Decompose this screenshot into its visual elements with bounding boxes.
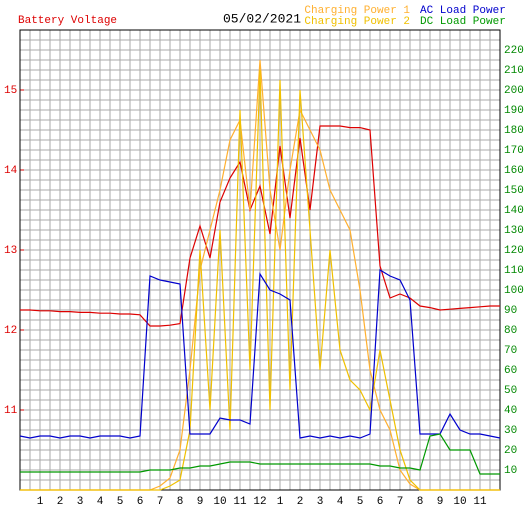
y2-tick-label: 40 (504, 405, 517, 417)
y2-tick-label: 70 (504, 345, 517, 357)
x-tick-label: 6 (377, 496, 384, 508)
x-tick-label: 9 (197, 496, 204, 508)
x-tick-label: 2 (57, 496, 64, 508)
y2-tick-label: 140 (504, 205, 524, 217)
y2-tick-label: 170 (504, 145, 524, 157)
y2-tick-label: 130 (504, 225, 524, 237)
y2-tick-label: 220 (504, 45, 524, 57)
y2-tick-label: 30 (504, 425, 517, 437)
x-tick-label: 3 (317, 496, 324, 508)
chart-title: 05/02/2021 (223, 11, 301, 26)
y-tick-label: 15 (4, 85, 17, 97)
y2-tick-label: 160 (504, 165, 524, 177)
x-tick-label: 8 (177, 496, 184, 508)
x-tick-label: 1 (37, 496, 44, 508)
y-tick-label: 12 (4, 325, 17, 337)
legend-label: AC Load Power (420, 5, 506, 17)
y2-tick-label: 180 (504, 125, 524, 137)
y2-tick-label: 190 (504, 105, 524, 117)
x-tick-label: 10 (213, 496, 226, 508)
x-tick-label: 9 (437, 496, 444, 508)
x-tick-label: 3 (77, 496, 84, 508)
y2-tick-label: 60 (504, 365, 517, 377)
series-line (19, 268, 501, 439)
y2-tick-label: 100 (504, 285, 524, 297)
y2-tick-label: 80 (504, 325, 517, 337)
series-line (20, 69, 500, 491)
y2-tick-label: 10 (504, 465, 517, 477)
y-tick-label: 13 (4, 245, 17, 257)
y2-tick-label: 50 (504, 385, 517, 397)
y2-tick-label: 120 (504, 245, 524, 257)
legend-label: Charging Power 2 (304, 16, 410, 28)
x-tick-label: 6 (137, 496, 144, 508)
legend-label: Charging Power 1 (304, 5, 410, 17)
x-tick-label: 4 (337, 496, 344, 508)
x-tick-label: 1 (277, 496, 284, 508)
y2-tick-label: 110 (504, 265, 524, 277)
y-tick-label: 11 (4, 405, 18, 417)
series-line (20, 433, 500, 475)
legend-label: DC Load Power (420, 16, 506, 28)
x-tick-label: 4 (97, 496, 104, 508)
legend-label: Battery Voltage (18, 15, 117, 27)
y2-tick-label: 210 (504, 65, 524, 77)
y2-tick-label: 200 (504, 85, 524, 97)
x-tick-label: 7 (397, 496, 404, 508)
x-tick-label: 8 (417, 496, 424, 508)
y2-tick-label: 20 (504, 445, 517, 457)
x-tick-label: 11 (233, 496, 247, 508)
y2-tick-label: 90 (504, 305, 517, 317)
x-tick-label: 2 (297, 496, 304, 508)
x-tick-label: 11 (473, 496, 487, 508)
plot-border (19, 29, 501, 491)
y2-tick-label: 150 (504, 185, 524, 197)
x-tick-label: 10 (453, 496, 466, 508)
x-tick-label: 7 (157, 496, 164, 508)
x-tick-label: 5 (117, 496, 124, 508)
x-tick-label: 5 (357, 496, 364, 508)
x-tick-label: 12 (253, 496, 266, 508)
series-line (20, 125, 500, 327)
y-tick-label: 14 (4, 165, 18, 177)
